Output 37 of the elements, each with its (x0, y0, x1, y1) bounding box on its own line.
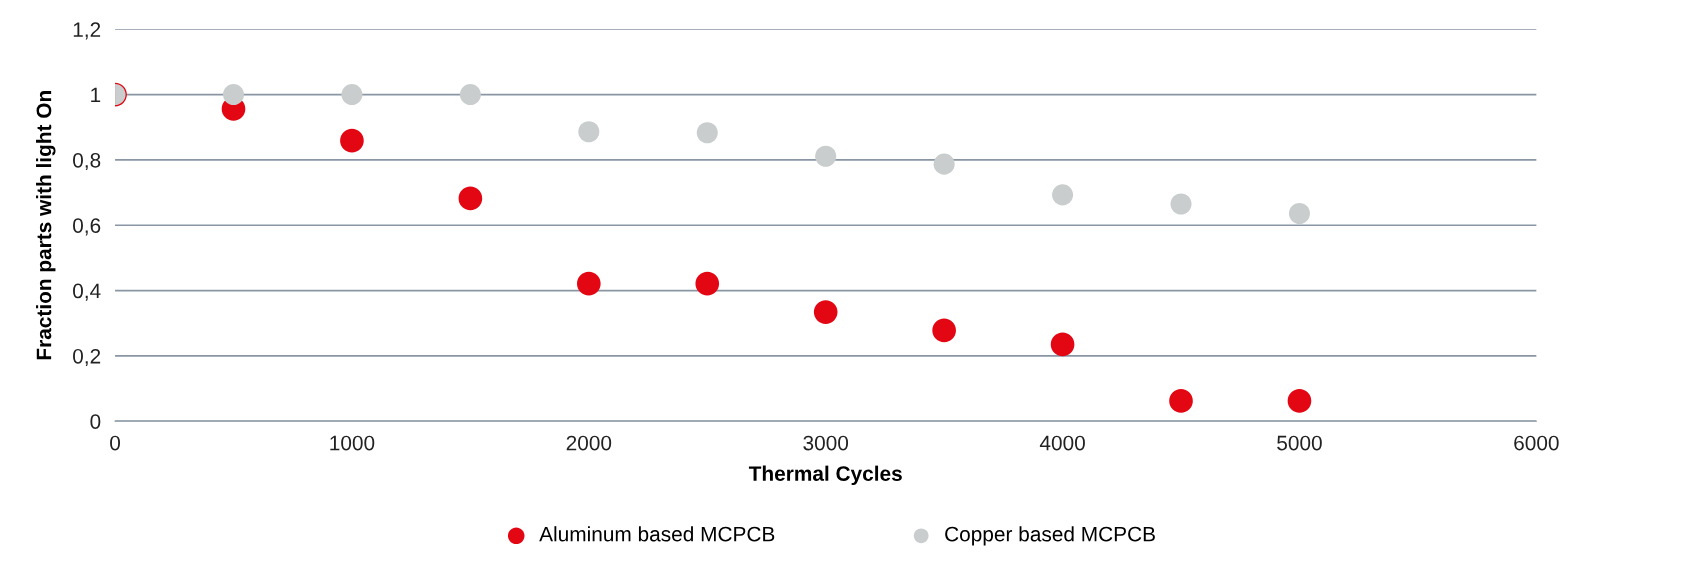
point (695, 271, 720, 296)
y-tick-label: 0,6 (73, 218, 101, 236)
x-tick-label: 5000 (1277, 435, 1322, 451)
point (576, 271, 601, 296)
point (1169, 389, 1193, 413)
y-tick-label: 0,2 (73, 348, 101, 367)
point (459, 84, 481, 106)
point (222, 84, 245, 106)
point (1288, 202, 1310, 224)
point (458, 186, 483, 211)
legend-label: Copper based MCPCB (945, 526, 1155, 546)
x-tick-label: 3000 (803, 435, 849, 451)
point (578, 121, 600, 143)
x-axis-title: Thermal Cycles (748, 465, 902, 486)
x-tick-label: 0 (110, 435, 121, 451)
point (1050, 332, 1075, 357)
x-tick-label: 1000 (330, 435, 375, 451)
point (341, 84, 363, 106)
y-tick-label: 0,4 (73, 283, 101, 301)
x-tick-label: 4000 (1039, 435, 1085, 451)
x-tick-label: 6000 (1514, 435, 1559, 451)
y-tick-label: 1 (91, 87, 101, 103)
point (933, 153, 955, 175)
y-tick-label: 1,2 (73, 22, 101, 40)
y-tick-label: 0,8 (73, 152, 101, 171)
y-axis-title: Fraction parts with light On (36, 91, 56, 360)
point (1170, 193, 1192, 215)
point (340, 128, 364, 153)
y-tick-label: 0 (90, 414, 101, 429)
point (932, 318, 956, 343)
legend-label: Aluminum based MCPCB (539, 526, 775, 542)
x-tick-label: 2000 (566, 435, 612, 451)
point (696, 122, 718, 144)
point (1052, 184, 1074, 206)
point (813, 300, 838, 324)
point (1287, 389, 1312, 413)
point (815, 145, 837, 167)
